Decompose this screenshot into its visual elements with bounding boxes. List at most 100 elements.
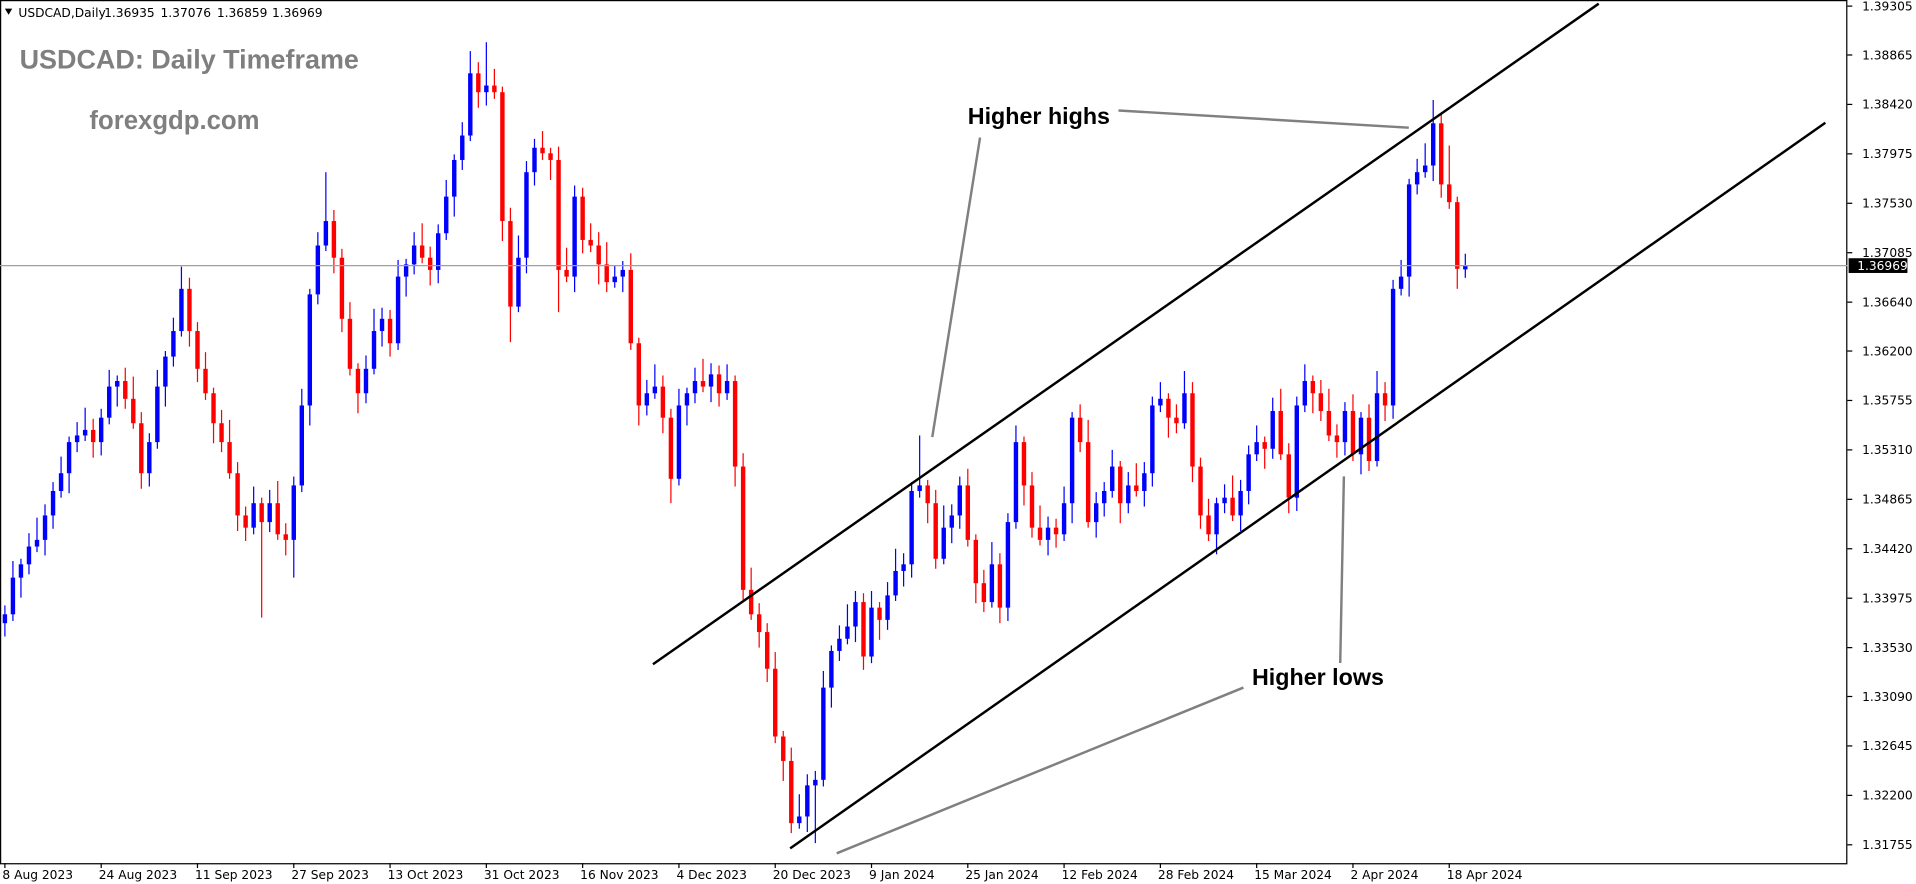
candle-body bbox=[219, 423, 224, 443]
candle-body bbox=[1414, 172, 1420, 185]
candle-body bbox=[516, 257, 521, 307]
candle-body bbox=[564, 269, 569, 277]
candle-body bbox=[901, 564, 906, 571]
candle-body bbox=[1382, 393, 1388, 406]
candle-body bbox=[50, 490, 56, 516]
candle-body bbox=[34, 539, 40, 547]
candle-body bbox=[1198, 466, 1203, 516]
x-tick-label: 8 Aug 2023 bbox=[2, 868, 73, 882]
candle-body bbox=[1061, 503, 1067, 535]
candle-body bbox=[1374, 393, 1380, 462]
candle-body bbox=[307, 294, 313, 406]
candle-body bbox=[387, 318, 393, 344]
candle-body bbox=[821, 687, 826, 780]
candle-body bbox=[532, 147, 537, 173]
candle-body bbox=[379, 318, 385, 332]
x-tick-label: 4 Dec 2023 bbox=[676, 868, 746, 882]
candle-body bbox=[957, 485, 962, 516]
candle-body bbox=[853, 602, 858, 627]
candle-body bbox=[540, 147, 545, 154]
candle-body bbox=[259, 503, 264, 523]
candle-body bbox=[74, 435, 80, 443]
candle-body bbox=[548, 153, 553, 160]
candle-body bbox=[604, 264, 609, 283]
pointer-line bbox=[1118, 109, 1409, 129]
candle-body bbox=[1222, 497, 1227, 504]
candle-body bbox=[1174, 417, 1179, 424]
current-price-box bbox=[1848, 258, 1908, 273]
candle-body bbox=[676, 405, 682, 479]
candle-body bbox=[1422, 165, 1428, 173]
candle-body bbox=[452, 159, 457, 197]
candle-body bbox=[716, 374, 722, 394]
y-tick-label: 1.32200 bbox=[1862, 789, 1913, 803]
x-tick-label: 12 Feb 2024 bbox=[1062, 868, 1138, 882]
candle-body bbox=[315, 245, 321, 295]
candle-body bbox=[805, 785, 810, 817]
candle-body bbox=[26, 546, 32, 565]
candle-body bbox=[580, 196, 585, 240]
current-price-label: 1.36969 bbox=[1857, 259, 1908, 273]
candle-body bbox=[98, 417, 104, 443]
candle-body bbox=[989, 564, 995, 603]
x-tick-label: 28 Feb 2024 bbox=[1158, 868, 1234, 882]
candle-body bbox=[1246, 454, 1251, 491]
candle-body bbox=[1021, 442, 1027, 486]
candle-body bbox=[1069, 417, 1075, 504]
pointer-line bbox=[1338, 476, 1346, 664]
candle-body bbox=[764, 632, 770, 669]
candle-body bbox=[740, 466, 746, 590]
candle-body bbox=[1005, 522, 1011, 608]
header-open: 1.36935 bbox=[104, 6, 155, 20]
candle-body bbox=[58, 473, 64, 491]
y-tick-label: 1.33975 bbox=[1862, 591, 1913, 605]
candle-body bbox=[82, 429, 88, 436]
marks bbox=[0, 42, 1848, 844]
y-tick-label: 1.38420 bbox=[1862, 98, 1913, 112]
candle-body bbox=[115, 381, 120, 387]
symbol-marker bbox=[4, 8, 13, 15]
candle-body bbox=[1326, 411, 1332, 436]
candle-body bbox=[1318, 393, 1324, 412]
candle-body bbox=[588, 239, 593, 246]
candle-body bbox=[1406, 184, 1412, 277]
y-tick-label: 1.37530 bbox=[1862, 197, 1913, 211]
candle-body bbox=[1447, 184, 1452, 203]
candle-body bbox=[829, 650, 834, 688]
chart-title: USDCAD: Daily Timeframe bbox=[20, 45, 359, 75]
x-tick-label: 20 Dec 2023 bbox=[773, 868, 851, 882]
candle-body bbox=[1053, 527, 1059, 535]
candle-body bbox=[781, 736, 786, 761]
candle-body bbox=[371, 331, 377, 369]
plot-frame bbox=[0, 0, 1848, 865]
candle-body bbox=[323, 221, 329, 246]
pointer-line bbox=[931, 137, 982, 438]
candle-body bbox=[1398, 276, 1404, 289]
candle-body bbox=[484, 85, 489, 93]
candle-body bbox=[885, 595, 890, 620]
y-tick-label: 1.33090 bbox=[1862, 690, 1913, 704]
candle-body bbox=[1463, 265, 1468, 270]
candle-body bbox=[1206, 515, 1211, 535]
x-tick-label: 31 Oct 2023 bbox=[484, 868, 560, 882]
candle-body bbox=[1366, 417, 1372, 462]
candle-body bbox=[1077, 417, 1083, 443]
x-tick-label: 15 Mar 2024 bbox=[1254, 868, 1332, 882]
candle-body bbox=[933, 503, 938, 559]
candle-body bbox=[139, 423, 144, 474]
candle-body bbox=[845, 626, 850, 639]
candle-body bbox=[877, 607, 882, 620]
candle-body bbox=[941, 527, 946, 559]
x-tick-label: 16 Nov 2023 bbox=[580, 868, 658, 882]
candle-body bbox=[2, 614, 8, 624]
candle-body bbox=[1350, 411, 1356, 455]
candle-body bbox=[797, 816, 802, 824]
candle-body bbox=[1150, 405, 1155, 474]
candle-body bbox=[123, 381, 128, 399]
candle-body bbox=[869, 607, 874, 657]
candle-body bbox=[1126, 485, 1131, 504]
candle-body bbox=[227, 442, 232, 474]
candle-body bbox=[708, 374, 714, 387]
